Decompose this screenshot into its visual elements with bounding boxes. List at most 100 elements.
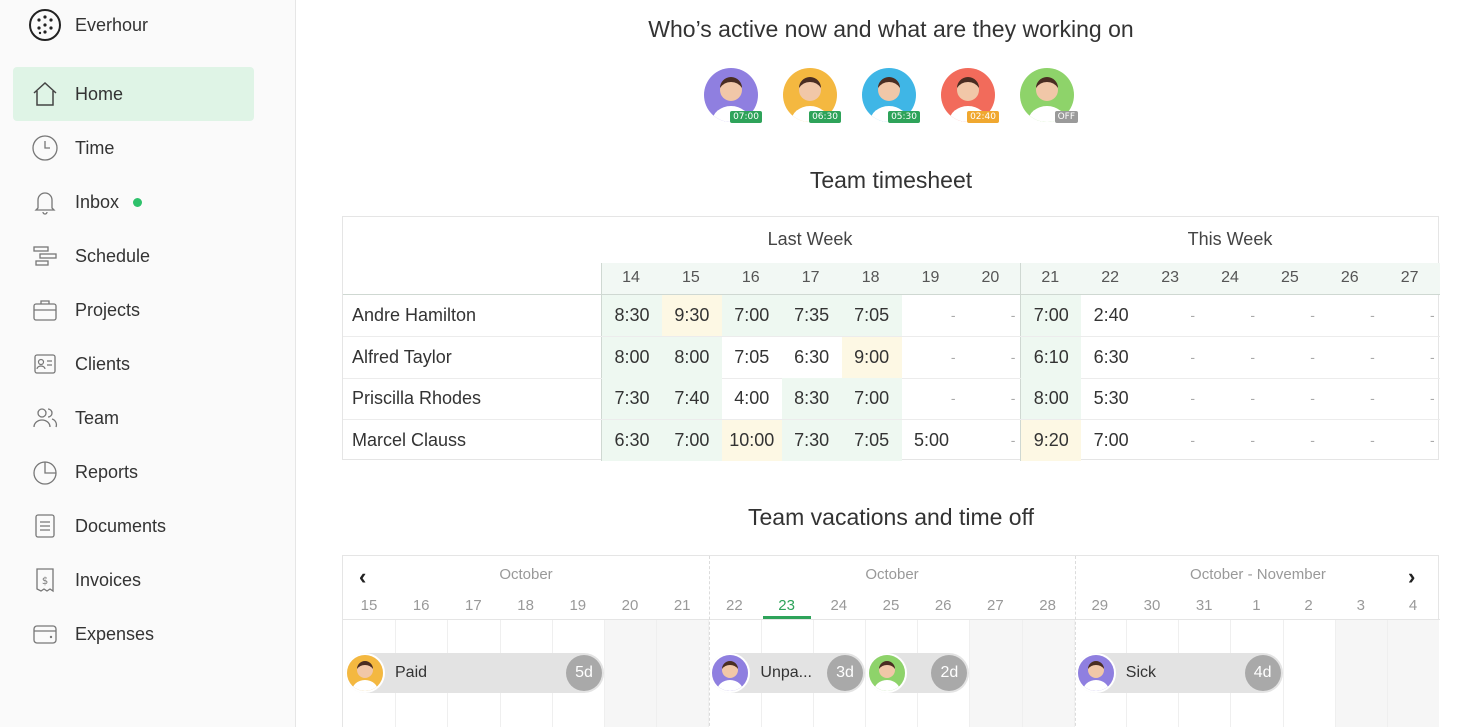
timesheet-cell[interactable]: -: [1190, 348, 1196, 365]
timesheet-cell[interactable]: 10:00: [721, 419, 782, 461]
timesheet-cell[interactable]: -: [1370, 307, 1375, 323]
timesheet-cell[interactable]: 7:05: [841, 295, 902, 336]
timesheet-cell[interactable]: -: [1370, 390, 1375, 406]
timesheet-cell[interactable]: -: [1190, 307, 1196, 323]
timesheet-cell[interactable]: 5:00: [913, 429, 950, 450]
timesheet-cell[interactable]: -: [1370, 348, 1375, 365]
timesheet-cell[interactable]: -: [1010, 431, 1016, 448]
calendar-column-line: [1334, 620, 1336, 727]
timesheet-day-header: 23: [1161, 269, 1179, 286]
timesheet-cell[interactable]: -: [950, 390, 956, 406]
timesheet-cell[interactable]: -: [950, 307, 956, 323]
brand[interactable]: Everhour: [28, 8, 148, 42]
avatar: [867, 653, 907, 693]
timesheet-cell[interactable]: 8:00: [1021, 378, 1082, 419]
vacation-days-count: 5d: [566, 655, 602, 691]
active-user-avatar[interactable]: OFF: [1020, 68, 1078, 123]
sidebar-item-clients[interactable]: Clients: [13, 337, 254, 391]
timesheet-cell[interactable]: -: [1190, 431, 1196, 448]
timesheet-cell[interactable]: -: [1430, 390, 1435, 406]
timesheet-cell[interactable]: 4:00: [734, 388, 770, 408]
sidebar-item-expenses[interactable]: Expenses: [13, 607, 254, 661]
member-name[interactable]: Andre Hamilton: [352, 305, 477, 325]
vacation-entry[interactable]: Sick 4d: [1075, 653, 1283, 693]
timesheet-cell[interactable]: 9:00: [841, 336, 902, 378]
timesheet-cell[interactable]: -: [1310, 348, 1315, 365]
timesheet-cell[interactable]: -: [1250, 348, 1255, 365]
timesheet-cell[interactable]: -: [1250, 431, 1255, 448]
timesheet-cell[interactable]: 7:00: [661, 419, 722, 461]
active-user-avatar[interactable]: 06:30: [783, 68, 841, 123]
timesheet-cell[interactable]: -: [1310, 307, 1315, 323]
timesheet-cell[interactable]: 8:30: [602, 295, 662, 336]
timesheet-cell[interactable]: 2:40: [1093, 305, 1129, 325]
sidebar-item-documents[interactable]: Documents: [13, 499, 254, 553]
timesheet-cell[interactable]: 7:35: [781, 295, 842, 336]
calendar-day: 17: [465, 597, 482, 614]
sidebar-item-schedule[interactable]: Schedule: [13, 229, 254, 283]
timesheet-cell[interactable]: 6:30: [794, 346, 830, 367]
sidebar-item-invoices[interactable]: $ Invoices: [13, 553, 254, 607]
timesheet-cell[interactable]: -: [1310, 390, 1315, 406]
member-name[interactable]: Alfred Taylor: [352, 346, 452, 367]
schedule-icon: [31, 242, 59, 270]
timesheet-cell[interactable]: -: [950, 348, 956, 365]
timesheet-cell[interactable]: 7:40: [661, 378, 722, 419]
member-name[interactable]: Priscilla Rhodes: [352, 388, 482, 408]
sidebar-item-projects[interactable]: Projects: [13, 283, 254, 337]
timesheet-cell[interactable]: -: [1430, 348, 1435, 365]
timesheet-cell[interactable]: -: [1250, 390, 1255, 406]
timesheet-cell[interactable]: -: [1010, 348, 1016, 365]
active-user-avatar[interactable]: 07:00: [704, 68, 762, 123]
timesheet-cell[interactable]: -: [1190, 390, 1196, 406]
sidebar-item-reports[interactable]: Reports: [13, 445, 254, 499]
timesheet-cell[interactable]: -: [1310, 431, 1315, 448]
active-user-avatar[interactable]: 02:40: [941, 68, 999, 123]
next-period-button[interactable]: ›: [1408, 564, 1416, 589]
active-user-avatar[interactable]: 05:30: [862, 68, 920, 123]
timesheet-cell[interactable]: 6:30: [1093, 346, 1129, 367]
sidebar-item-inbox[interactable]: Inbox: [13, 175, 254, 229]
sidebar-item-label: Documents: [75, 515, 167, 536]
prev-period-button[interactable]: ‹: [359, 564, 367, 589]
timesheet-cell[interactable]: 9:20: [1021, 419, 1082, 461]
timesheet-cell[interactable]: 6:30: [602, 419, 662, 461]
timesheet-cell[interactable]: -: [1370, 431, 1375, 448]
timesheet-row: Andre Hamilton 8:30 9:30 7:00 7:35 7:05- -7:00…: [343, 295, 1440, 337]
timesheet-cell[interactable]: 8:30: [781, 378, 842, 419]
timesheet-cell[interactable]: 7:05: [734, 346, 770, 367]
timesheet-cell[interactable]: 8:00: [602, 336, 662, 378]
timesheet-cell[interactable]: 8:00: [661, 336, 722, 378]
timesheet-cell[interactable]: 7:00: [1021, 295, 1082, 336]
timesheet-cell[interactable]: 7:05: [841, 419, 902, 461]
timesheet-cell[interactable]: -: [1010, 307, 1016, 323]
sidebar-item-home[interactable]: Home: [13, 67, 254, 121]
bell-icon: [31, 188, 59, 216]
calendar-day: 20: [621, 597, 639, 614]
timesheet-cell[interactable]: 7:00: [841, 378, 902, 419]
timesheet-cell[interactable]: 5:30: [1093, 388, 1129, 408]
week-divider: [1020, 263, 1022, 461]
vacation-entry[interactable]: Unpa... 3d: [710, 653, 865, 693]
sidebar-item-team[interactable]: Team: [13, 391, 254, 445]
timesheet-cell[interactable]: 9:30: [661, 295, 722, 336]
timesheet-cell[interactable]: 7:30: [781, 419, 842, 461]
member-name[interactable]: Marcel Clauss: [352, 429, 467, 450]
vacation-entry[interactable]: 2d: [867, 653, 970, 693]
timesheet-cell[interactable]: 6:10: [1021, 336, 1082, 378]
timesheet-cell[interactable]: -: [1430, 431, 1435, 448]
timesheet-cell[interactable]: 7:30: [602, 378, 662, 419]
sidebar-item-time[interactable]: Time: [13, 121, 254, 175]
month-label: October - November: [1190, 566, 1326, 583]
timesheet-cell[interactable]: -: [1430, 307, 1435, 323]
calendar-day: 3: [1356, 597, 1365, 614]
vacation-entry[interactable]: Paid 5d: [345, 653, 604, 693]
vacation-days-count: 3d: [826, 655, 863, 691]
timesheet-cell[interactable]: 7:00: [721, 295, 782, 336]
clock-icon: [31, 134, 59, 162]
timesheet-cell[interactable]: -: [1010, 390, 1016, 406]
vacations-calendar: ‹ › October October October - November 1…: [342, 555, 1440, 727]
timesheet-cell[interactable]: -: [1250, 307, 1255, 323]
weekend-shade: [969, 620, 1074, 727]
timesheet-cell[interactable]: 7:00: [1093, 429, 1129, 450]
